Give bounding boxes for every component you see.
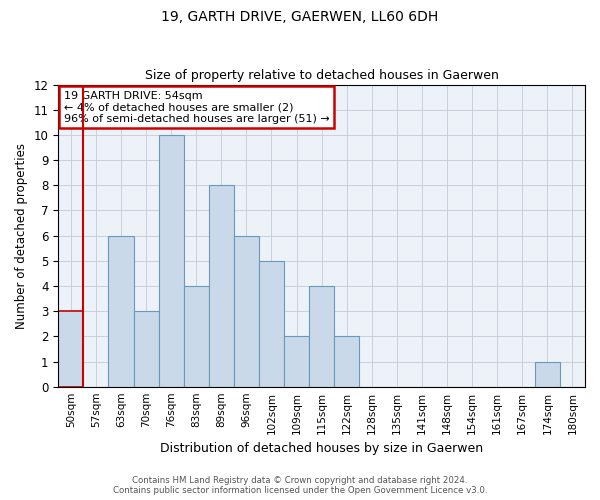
Bar: [58, 311, 83, 386]
X-axis label: Distribution of detached houses by size in Gaerwen: Distribution of detached houses by size …: [160, 442, 483, 455]
Bar: [134, 311, 158, 386]
Bar: [259, 261, 284, 386]
Y-axis label: Number of detached properties: Number of detached properties: [15, 142, 28, 328]
Text: 19 GARTH DRIVE: 54sqm
← 4% of detached houses are smaller (2)
96% of semi-detach: 19 GARTH DRIVE: 54sqm ← 4% of detached h…: [64, 90, 329, 124]
Bar: [284, 336, 309, 386]
Bar: [158, 135, 184, 386]
Bar: [535, 362, 560, 386]
Bar: [234, 236, 259, 386]
Bar: [109, 236, 134, 386]
Text: Contains HM Land Registry data © Crown copyright and database right 2024.
Contai: Contains HM Land Registry data © Crown c…: [113, 476, 487, 495]
Title: Size of property relative to detached houses in Gaerwen: Size of property relative to detached ho…: [145, 69, 499, 82]
Text: 19, GARTH DRIVE, GAERWEN, LL60 6DH: 19, GARTH DRIVE, GAERWEN, LL60 6DH: [161, 10, 439, 24]
Bar: [334, 336, 359, 386]
Bar: [209, 186, 234, 386]
Bar: [184, 286, 209, 386]
Bar: [309, 286, 334, 386]
